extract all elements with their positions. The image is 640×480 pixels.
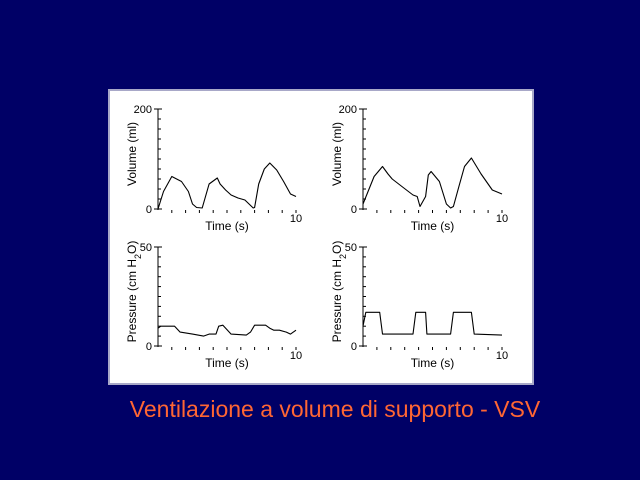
- pressure-right-y-tick-label: 50: [345, 242, 357, 254]
- volume-left-y-tick-label: 200: [134, 104, 152, 116]
- pressure-right-y-tick-label: 0: [351, 341, 357, 353]
- pressure-right-x-label: Time (s): [411, 356, 455, 370]
- pressure-left-y-label: Pressure (cm H2O): [125, 241, 143, 343]
- volume-left-x-tick-label: 10: [290, 213, 302, 225]
- volume-right-x-tick-label: 10: [496, 213, 508, 225]
- pressure-right-series-line: [362, 311, 503, 336]
- volume-right-y-tick-label: 0: [351, 204, 357, 216]
- slide-title: Ventilazione a volume di supporto - VSV: [129, 396, 541, 422]
- volume-left-y-tick-label: 0: [146, 204, 152, 216]
- volume-left-x-label: Time (s): [205, 219, 249, 233]
- volume-left-series-line: [157, 162, 297, 210]
- pressure-left-y-tick-label: 50: [140, 242, 152, 254]
- pressure-left-x-tick-label: 10: [290, 350, 302, 362]
- pressure-left-series-line: [157, 324, 297, 337]
- pressure-right-x-tick-label: 10: [496, 350, 508, 362]
- pressure-left-y-tick-label: 0: [146, 341, 152, 353]
- pressure-right-y-label: Pressure (cm H2O): [330, 241, 348, 343]
- volume-right-series-line: [362, 157, 503, 209]
- figure-panel: 0 200 10 Time (s) Volume (ml) 0 200 10 Time (s) V…: [108, 89, 534, 385]
- chart-figure: 0 200 10 Time (s) Volume (ml) 0 200 10 Time (s) V…: [125, 104, 508, 370]
- volume-left-y-label: Volume (ml): [125, 122, 139, 186]
- volume-right-y-label: Volume (ml): [330, 122, 344, 186]
- pressure-left-x-label: Time (s): [205, 356, 249, 370]
- volume-right-x-label: Time (s): [411, 219, 455, 233]
- volume-right-y-tick-label: 200: [339, 104, 357, 116]
